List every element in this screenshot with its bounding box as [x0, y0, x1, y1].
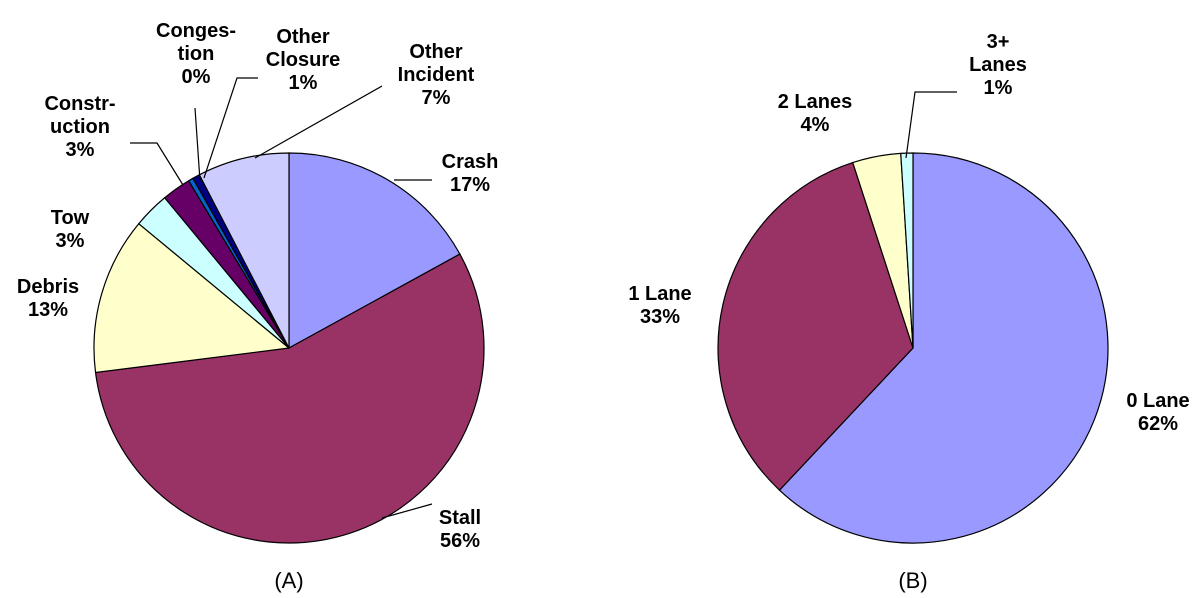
leader-line [130, 142, 184, 186]
slice-label: Tow 3% [51, 207, 90, 252]
leader-line [254, 85, 383, 159]
leader-line [203, 77, 258, 179]
slice-label: 0 Lane 62% [1126, 390, 1189, 435]
slice-label: Other Incident 7% [398, 41, 475, 109]
chart-caption-a: (A) [274, 568, 303, 593]
slice-label: Other Closure 1% [266, 26, 340, 94]
slice-label: Conges-tion 0% [156, 20, 236, 88]
slice-label: 1 Lane 33% [628, 283, 691, 328]
pie-slice-other-incident [198, 152, 290, 349]
pie-slice-1-lane [717, 161, 914, 491]
slice-label: Stall 56% [439, 507, 481, 552]
leader-line [194, 107, 201, 182]
slice-label: 2 Lanes 4% [778, 91, 852, 136]
pie-slice-crash [288, 152, 461, 350]
slice-label: 3+ Lanes 1% [969, 31, 1027, 99]
slice-label: Crash 17% [442, 151, 499, 196]
leader-line [905, 91, 957, 159]
pie-slice-stall [94, 253, 485, 544]
leader-line [381, 503, 433, 519]
chart-caption-b: (B) [898, 568, 927, 593]
slice-label: Constr-uction 3% [44, 93, 115, 161]
pie-slice-0-lane [778, 152, 1109, 544]
slice-label: Debris 13% [17, 276, 79, 321]
pie-chart-a: Crash 17% Stall 56% Debris 13% Tow 3% Constr-uct… [17, 20, 498, 593]
pie-slice-debris [93, 222, 291, 374]
pie-chart-b: 0 Lane 62% 1 Lane 33% 2 Lanes 4% 3+ Lanes 1% (B) [628, 31, 1189, 593]
